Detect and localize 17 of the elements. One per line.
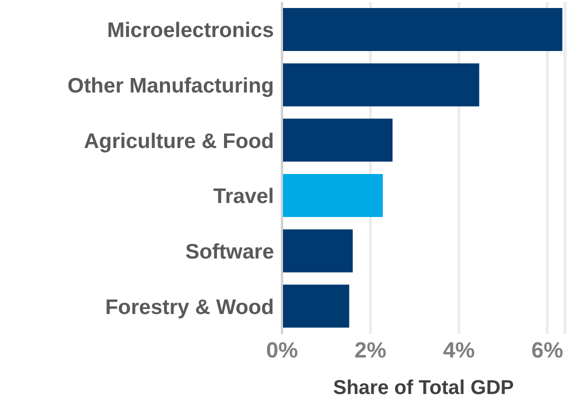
- x-tick-label: 0%: [266, 338, 298, 363]
- bar: [282, 284, 350, 328]
- bar: [282, 174, 383, 217]
- x-tick-label: 4%: [442, 338, 475, 363]
- bar: [282, 63, 480, 106]
- y-tick-label: Agriculture & Food: [84, 130, 274, 153]
- y-tick-label: Travel: [213, 185, 274, 208]
- bar: [282, 8, 562, 51]
- y-tick-label: Microelectronics: [107, 19, 274, 42]
- y-tick-label: Forestry & Wood: [105, 296, 274, 319]
- y-tick-label: Other Manufacturing: [67, 74, 274, 98]
- y-tick-label: Software: [185, 240, 274, 264]
- x-tick-label: 6%: [531, 338, 564, 363]
- bar: [282, 118, 393, 162]
- x-tick-label: 2%: [354, 338, 386, 363]
- x-axis-title: Share of Total GDP: [333, 377, 514, 399]
- bar: [282, 229, 353, 272]
